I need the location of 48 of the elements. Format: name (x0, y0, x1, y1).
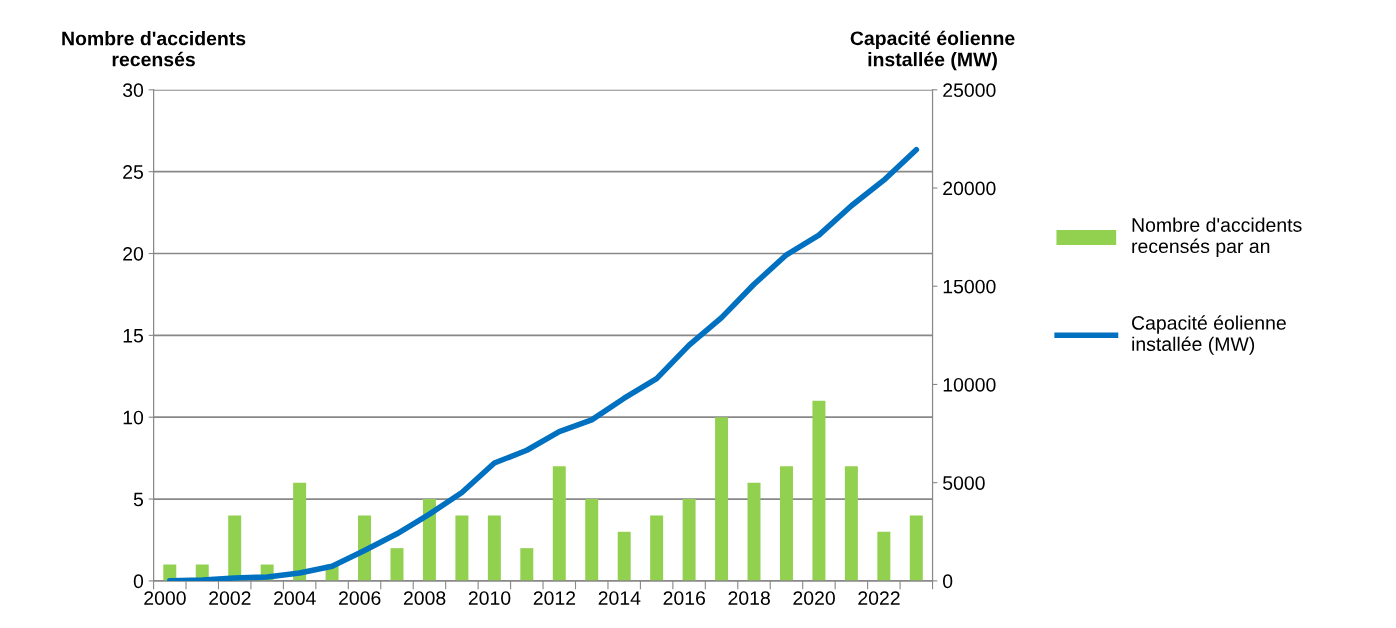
y-tick-label: 25 (123, 165, 144, 179)
bar (293, 482, 307, 581)
x-tick-label: 2002 (209, 591, 251, 605)
y2-axis-title: Capacité éolienne installée (MW) (850, 30, 1015, 71)
bar (552, 466, 566, 581)
x-tick-label: 2006 (339, 591, 381, 605)
x-tick-label: 2022 (858, 591, 900, 605)
y2-tick-label: 15000 (943, 279, 996, 294)
y-tick-label: 15 (123, 329, 144, 343)
bar (877, 531, 891, 581)
bar (650, 515, 664, 581)
y2-tick-label: 25000 (943, 83, 996, 98)
y2-tick-label: 5000 (943, 476, 985, 490)
y-tick-label: 30 (122, 83, 144, 98)
y-axis-title: Nombre d'accidents recensés (62, 31, 246, 67)
bar (779, 466, 793, 581)
legend-label: Nombre d'accidents recensés par an (1132, 217, 1302, 257)
y2-tick-label: 20000 (943, 181, 996, 196)
bar (455, 515, 469, 581)
bar (358, 515, 372, 581)
bar (390, 548, 404, 581)
bar (812, 400, 826, 581)
bar (520, 548, 534, 581)
bar (682, 499, 696, 581)
bar (617, 531, 631, 581)
bar (844, 466, 858, 581)
bar (585, 499, 599, 581)
x-tick-label: 2016 (663, 591, 706, 605)
x-tick-label: 2012 (533, 591, 576, 605)
y-tick-label: 20 (123, 246, 144, 261)
y2-tick-label: 10000 (943, 377, 996, 392)
bar (909, 515, 923, 581)
bar (422, 499, 436, 581)
x-tick-label: 2020 (793, 591, 835, 605)
y-tick-label: 10 (123, 410, 144, 425)
bar (747, 482, 761, 581)
x-tick-label: 2000 (144, 591, 186, 605)
bar (487, 515, 501, 581)
y-tick-label: 5 (133, 492, 144, 507)
x-tick-label: 2018 (728, 591, 770, 605)
y-tick-label: 0 (133, 574, 144, 589)
bar (715, 417, 729, 581)
x-tick-label: 2014 (598, 591, 641, 605)
x-tick-label: 2008 (403, 591, 446, 605)
y2-tick-label: 0 (943, 574, 953, 589)
x-tick-label: 2010 (468, 591, 511, 605)
legend-label: Capacité éolienne installée (MW) (1132, 315, 1286, 355)
x-tick-label: 2004 (274, 591, 316, 605)
